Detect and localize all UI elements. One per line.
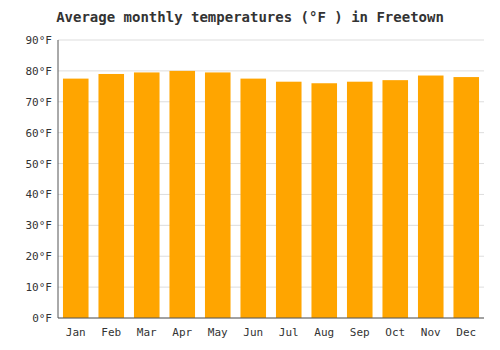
- x-tick-label: Nov: [421, 326, 441, 339]
- grid-line: [58, 70, 484, 71]
- y-tick-label: 0°F: [32, 312, 52, 325]
- bar: [98, 74, 124, 318]
- x-tick-label: Jun: [243, 326, 263, 339]
- chart: Average monthly temperatures (°F ) in Fr…: [0, 0, 500, 350]
- bar: [134, 72, 160, 318]
- x-tick-label: Oct: [385, 326, 405, 339]
- y-tick-label: 10°F: [26, 281, 53, 294]
- bar: [311, 83, 337, 318]
- x-tick-label: Jan: [66, 326, 86, 339]
- bar: [240, 79, 266, 318]
- bar: [205, 72, 231, 318]
- x-tick-label: Aug: [314, 326, 334, 339]
- x-tick-label: May: [208, 326, 228, 339]
- x-tick-label: Apr: [172, 326, 192, 339]
- bar: [169, 71, 195, 318]
- x-tick-label: Sep: [350, 326, 370, 339]
- y-tick-label: 90°F: [26, 34, 53, 47]
- x-tick-label: Jul: [279, 326, 299, 339]
- x-tick-label: Mar: [137, 326, 157, 339]
- y-axis-line: [58, 40, 59, 318]
- grid-line: [58, 318, 484, 319]
- grid-line: [58, 40, 484, 41]
- bar: [453, 77, 479, 318]
- bar: [347, 82, 373, 318]
- bar: [63, 79, 89, 318]
- bar: [382, 80, 408, 318]
- y-tick-label: 70°F: [26, 96, 53, 109]
- x-tick-label: Feb: [101, 326, 121, 339]
- grid: [58, 40, 484, 318]
- y-tick-label: 60°F: [26, 127, 53, 140]
- x-tick-label: Dec: [456, 326, 476, 339]
- y-tick-label: 80°F: [26, 65, 53, 78]
- bar: [276, 82, 302, 318]
- x-axis-line: [58, 318, 484, 319]
- y-tick-label: 30°F: [26, 219, 53, 232]
- y-tick-label: 20°F: [26, 250, 53, 263]
- title: Average monthly temperatures (°F ) in Fr…: [56, 9, 444, 25]
- y-tick-label: 40°F: [26, 188, 53, 201]
- y-tick-label: 50°F: [26, 158, 53, 171]
- bar: [418, 76, 444, 318]
- bars: [63, 71, 479, 318]
